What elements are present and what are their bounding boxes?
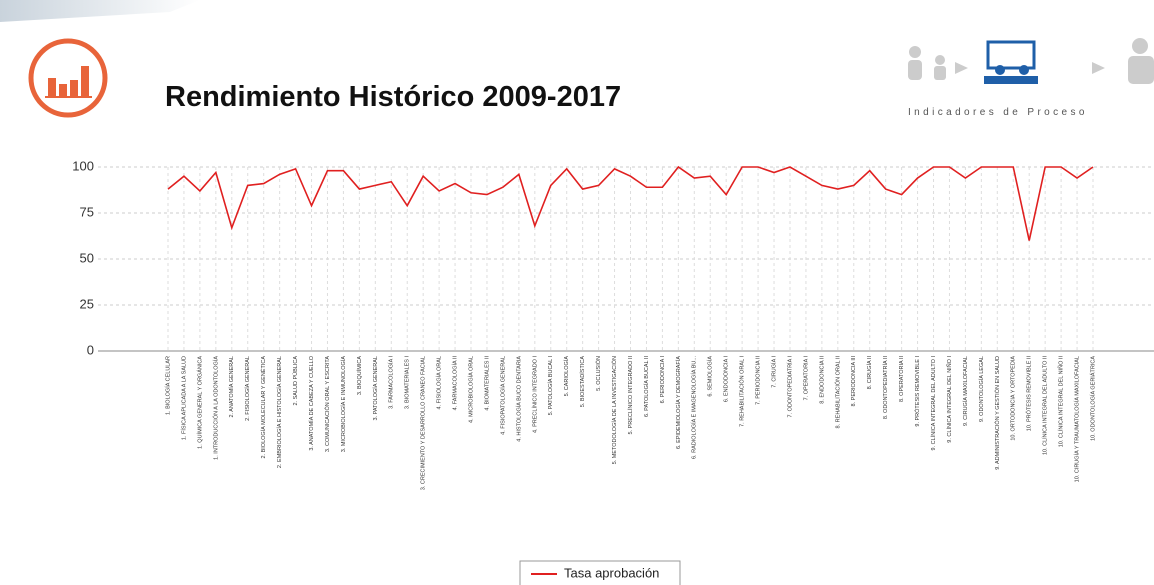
x-tick-label: 6. PERIODONCIA I <box>660 356 666 404</box>
x-tick-label: 6. SEMIOLOGÍA <box>707 356 714 397</box>
x-tick-label: 9. PRÓTESIS REMOVIBLE I <box>914 356 921 427</box>
x-tick-label: 4. FISIOLOGÍA ORAL <box>436 356 443 410</box>
x-tick-label: 8. ENDODONCIA II <box>819 356 825 404</box>
x-tick-label: 10. ORTODONCIA Y ORTOPEDIA <box>1011 356 1017 441</box>
x-tick-label: 3. ANATOMÍA DE CABEZA Y CUELLO <box>308 355 315 450</box>
x-tick-label: 2. SALUD PÚBLICA <box>292 356 299 406</box>
x-tick-label: 6. ENDODONCIA I <box>724 356 730 403</box>
x-tick-label: 9. ODONTOLOGÍA LEGAL <box>978 356 985 422</box>
logo: Indicadores de Proceso <box>908 38 1154 118</box>
x-tick-label: 3. PATOLOGÍA GENERAL <box>372 356 379 421</box>
x-tick-label: 3. FARMACOLOGÍA I <box>388 356 395 409</box>
x-tick-label: 3. COMUNICACIÓN ORAL Y ESCRITA <box>324 356 331 452</box>
legend: Tasa aprobación <box>519 560 681 585</box>
chart: 0 25 50 75 100 1. BIOLOGÍA CELULAR 1. FÍSICA A… <box>72 158 1154 585</box>
x-tick-label: 1. BIOLOGÍA CELULAR <box>164 356 171 415</box>
x-tick-label: 9. CLÍNICA INTEGRAL DEL NIÑO I <box>946 356 953 443</box>
x-tick-label: 1. FÍSICA APLICADA A LA SALUD <box>180 356 187 440</box>
x-tick-label: 9. CLÍNICA INTEGRAL DEL ADULTO I <box>930 356 937 451</box>
x-tick-label: 8. ODONTOPEDIATRÍA II <box>882 356 889 420</box>
y-tick-label: 0 <box>87 342 94 357</box>
x-tick-label: 6. EPIDEMIOLOGÍA Y DEMOGRAFÍA <box>675 356 682 449</box>
x-tick-label: 5. METODOLOGÍA DE LA INVESTIGACIÓN <box>611 356 618 464</box>
y-tick-label: 50 <box>80 250 94 265</box>
x-tick-label: 2. ANATOMÍA GENERAL <box>228 356 235 418</box>
x-tick-label: 9. CIRUGÍA MAXILOFACIAL <box>962 356 969 426</box>
x-tick-label: 5. PATOLOGÍA BUCAL I <box>547 356 554 416</box>
x-tick-label: 8. REHABILITACIÓN ORAL II <box>834 356 841 429</box>
x-tick-label: 8. PERIODONCIA III <box>851 356 857 407</box>
x-tick-label: 9. ADMINISTRACIÓN Y GESTIÓN EN SALUD <box>994 356 1001 470</box>
x-tick-label: 7. CIRUGÍA I <box>770 356 777 388</box>
x-tick-label: 7. OPERATORIA I <box>803 356 809 401</box>
x-tick-label: 5. PRECLÍNICO INTEGRADO II <box>627 356 634 435</box>
x-tick-label: 5. BIOESTADÍSTICA <box>579 356 586 408</box>
header-strip <box>0 0 200 22</box>
x-tick-label: 4. HISTOLOGÍA BUCO DENTARIA <box>515 356 522 442</box>
legend-label: Tasa aprobación <box>564 565 659 580</box>
x-tick-label: 10. CLÍNICA INTEGRAL DEL NIÑO II <box>1058 356 1065 448</box>
x-tick-label: 5. CARIOLOGÍA <box>563 356 570 397</box>
x-tick-label: 4. BIOMATERIALES II <box>484 356 490 411</box>
x-tick-label: 1. INTRODUCCIÓN A LA ODONTOLOGÍA <box>212 356 219 460</box>
x-tick-label: 4. MICROBIOLOGÍA ORAL <box>467 356 474 423</box>
y-tick-label: 75 <box>80 204 94 219</box>
x-tick-label: 3. BIOMATERIALES I <box>405 356 411 410</box>
x-tick-label: 8. CIRUGÍA II <box>866 356 873 390</box>
x-tick-label: 7. ODONTOPEDIATRÍA I <box>786 356 793 418</box>
x-tick-label: 2. BIOLOGÍA MOLECULAR Y GENÉTICA <box>260 356 267 459</box>
x-tick-label: 7. REHABILITACIÓN ORAL I <box>739 356 746 427</box>
x-tick-label: 7. PERIODONCIA II <box>756 356 762 405</box>
x-tick-label: 5. OCLUSIÓN <box>595 356 602 391</box>
x-tick-label: 4. FISIOPATOLOGÍA GENERAL <box>499 356 506 435</box>
x-tick-label: 10. CIRUGÍA Y TRAUMATOLOGÍA MAXILOFACIAL <box>1074 356 1081 482</box>
x-tick-label: 4. FARMACOLOGÍA II <box>452 356 459 411</box>
logo-text: Indicadores de Proceso <box>908 107 1088 118</box>
x-tick-label: 1. QUÍMICA GENERAL Y ORGÁNICA <box>196 356 203 449</box>
x-tick-label: 3. CRECIMIENTO Y DESARROLLO CRANEO FACIA… <box>421 356 427 490</box>
x-tick-label: 10. ODONTOLOGÍA GERIÁTRICA <box>1089 356 1096 441</box>
x-tick-label: 10. PRÓTESIS REMOVIBLE II <box>1026 356 1033 432</box>
x-tick-label: 3. MICROBIOLOGÍA E INMUNOLOGÍA <box>340 356 347 453</box>
x-tick-label: 10. CLÍNICA INTEGRAL DEL ADULTO II <box>1042 356 1049 456</box>
y-tick-label: 100 <box>72 158 94 173</box>
x-tick-label: 2. EMBRIOLOGÍA E HISTOLOGÍA GENERAL <box>276 356 283 468</box>
x-tick-label: 6. PATOLOGÍA BUCAL II <box>643 356 650 417</box>
x-tick-label: 6. RADIOLOGÍA E IMAGENOLOGÍA BU... <box>691 356 698 459</box>
title-icon <box>28 38 108 118</box>
series-line <box>167 165 1094 241</box>
x-tick-label: 2. FISIOLOGÍA GENERAL <box>244 356 251 421</box>
x-tick-label: 4. PRECLÍNICO INTEGRADO I <box>531 356 538 433</box>
page-title: Rendimiento Histórico 2009-2017 <box>165 81 621 113</box>
y-tick-label: 25 <box>80 296 94 311</box>
x-tick-label: 3. BIOQUÍMICA <box>356 356 363 395</box>
x-tick-label: 8. OPERATORIA II <box>899 356 905 402</box>
